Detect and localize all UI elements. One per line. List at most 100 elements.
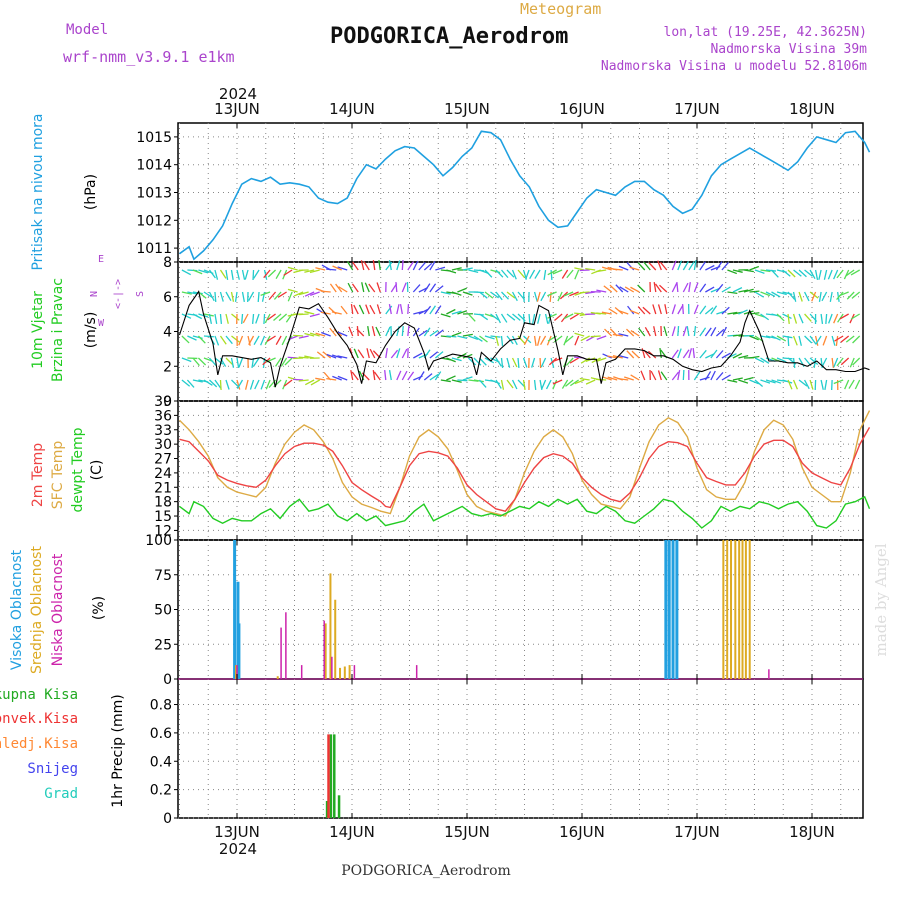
wind-arrow: [827, 269, 833, 280]
elevation-label: Nadmorska Visina 39m: [710, 42, 867, 57]
wind-arrow: [315, 377, 326, 381]
wind-arrow: [309, 332, 320, 337]
wind-arrow: [727, 379, 738, 383]
wind-arrow: [776, 291, 787, 296]
wind-arrow: [522, 291, 525, 303]
wind-arrow: [225, 357, 234, 366]
y-tick-label: 8: [163, 255, 172, 271]
wind-arrow: [540, 291, 547, 302]
wind-arrow: [539, 357, 542, 369]
wind-arrow: [429, 373, 439, 381]
compass-arrows: <-|->: [113, 279, 124, 309]
wind-arrow: [208, 269, 216, 279]
wind-arrow: [275, 335, 282, 346]
wind-arrow: [738, 379, 749, 384]
wind-arrow: [219, 379, 222, 391]
wind-arrow: [192, 379, 203, 383]
wind-arrow: [601, 266, 612, 271]
wind-arrow: [309, 269, 320, 274]
wind-arrow: [533, 291, 538, 302]
wind-arrow: [833, 357, 839, 368]
wind-arrow: [260, 379, 266, 390]
wind-arrow: [533, 379, 537, 391]
wind-arrow: [624, 376, 634, 381]
wind-arrow: [596, 269, 607, 273]
precip-label-snow: Snijeg: [27, 761, 78, 777]
wind-arrow: [236, 269, 240, 280]
wind-arrow: [351, 371, 359, 381]
wind-arrow: [434, 305, 442, 315]
wind-arrow: [721, 352, 731, 359]
wind-arrow: [238, 357, 244, 368]
wind-arrow: [500, 335, 504, 347]
wind-arrow: [413, 352, 423, 359]
wind-arrow: [384, 369, 387, 381]
wind-arrow: [214, 269, 219, 280]
wind-arrow: [219, 335, 227, 345]
wind-arrow: [618, 310, 629, 315]
cloud-ylabel-unit: (%): [91, 596, 107, 620]
wind-arrow: [663, 326, 668, 337]
wind-arrow: [792, 335, 798, 346]
compass-west: W: [98, 318, 105, 329]
wind-arrow: [511, 269, 517, 280]
wind-arrow: [451, 267, 462, 271]
wind-arrow: [682, 282, 689, 293]
wind-arrow: [771, 269, 779, 278]
wind-ylabel-subtitle: Brzina i Pravac: [50, 278, 66, 382]
wind-arrow: [710, 349, 718, 359]
wind-arrow: [353, 348, 359, 359]
wind-arrow: [677, 348, 682, 359]
wind-arrow: [479, 291, 488, 299]
wind-arrow: [304, 269, 315, 273]
wind-arrow: [462, 291, 473, 296]
wind-arrow: [231, 379, 240, 388]
wind-arrow: [500, 357, 504, 369]
wind-arrow: [230, 291, 235, 302]
wind-arrow: [699, 261, 706, 271]
wind-arrow: [457, 287, 467, 293]
wind-arrow: [304, 379, 315, 386]
wind-arrow: [260, 291, 271, 296]
wind-arrow: [754, 291, 764, 298]
wind-arrow: [326, 353, 337, 359]
wind-arrow: [181, 357, 192, 363]
wind-arrow: [642, 306, 651, 315]
wind-arrow: [429, 261, 436, 271]
wind-arrow: [298, 313, 309, 316]
wind-arrow: [434, 285, 444, 293]
wind-arrow: [833, 269, 839, 280]
y-tick-label: 21: [154, 480, 172, 496]
wind-arrow: [677, 370, 681, 381]
wind-arrow: [710, 370, 716, 381]
wind-arrow: [242, 313, 249, 324]
wind-arrow: [413, 310, 424, 315]
y-tick-label: 0: [163, 672, 172, 688]
wind-arrow: [273, 313, 282, 321]
wind-arrow: [629, 309, 640, 315]
wind-arrow: [749, 379, 759, 385]
wind-arrow: [563, 313, 574, 320]
wind-arrow: [367, 326, 370, 337]
wind-arrow: [315, 267, 326, 271]
wind-arrow: [787, 379, 793, 390]
wind-arrow: [495, 335, 500, 346]
wind-arrow: [715, 283, 724, 293]
wind-arrow: [446, 269, 457, 274]
wind-arrow: [648, 262, 657, 271]
wind-arrow: [423, 262, 433, 271]
wind-arrow: [776, 357, 787, 363]
wind-arrow: [815, 335, 822, 345]
wind-arrow: [629, 266, 640, 271]
wind-arrow: [316, 351, 326, 359]
wind-arrow: [198, 291, 207, 299]
wind-arrow: [836, 269, 844, 279]
wind-arrow: [822, 335, 828, 346]
wind-arrow: [358, 304, 365, 315]
wind-arrow: [811, 291, 817, 302]
wind-arrow: [225, 291, 232, 302]
wind-arrow: [332, 265, 342, 271]
wind-arrow: [244, 269, 249, 280]
wind-arrow: [699, 305, 707, 315]
temperature-panel: [177, 400, 864, 541]
